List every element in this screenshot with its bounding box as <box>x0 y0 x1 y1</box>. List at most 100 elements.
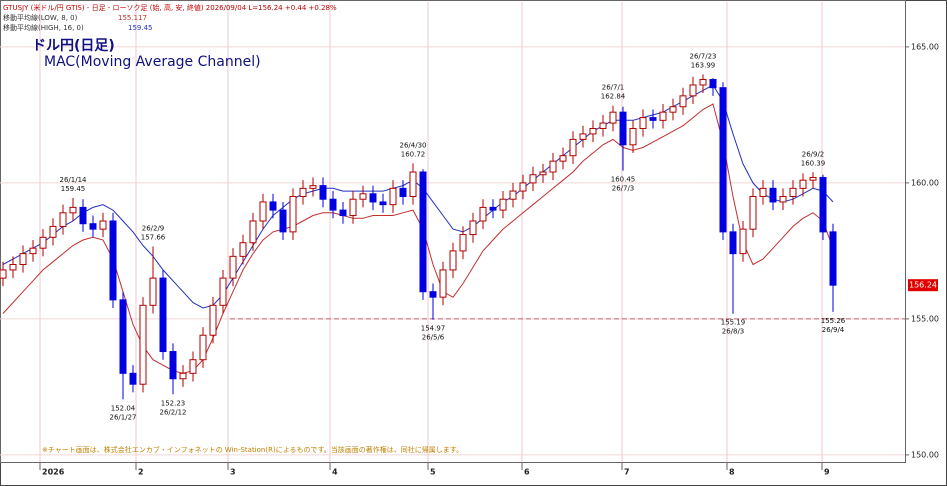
candle-body <box>219 277 227 306</box>
legend-value: 155.117 <box>118 14 147 22</box>
candle-body <box>269 201 277 211</box>
annotation-price: 160.39 <box>801 159 826 167</box>
candle-body <box>639 117 647 129</box>
annotation-date: 26/2/9 <box>142 225 165 233</box>
candle-body <box>229 255 237 279</box>
candle-body <box>169 351 177 380</box>
candle-body <box>109 220 117 301</box>
x-tick-label: 2 <box>138 468 144 477</box>
candle-body <box>579 133 587 140</box>
candle-body <box>529 174 537 184</box>
candle-body <box>599 122 607 129</box>
candle-body <box>69 206 77 214</box>
candle-body <box>769 187 777 203</box>
candle-body <box>659 111 667 121</box>
x-tick-label: 2026 <box>42 468 65 477</box>
candle-body <box>469 220 477 236</box>
header: GTUSJY (米ドル/円 GTIS) - 日足 - ローソク足 (始, 高, … <box>3 3 337 12</box>
annotation-date: 26/9/2 <box>802 150 825 158</box>
candle-body <box>449 250 457 271</box>
annotation-date: 26/8/3 <box>722 328 745 336</box>
candle-body <box>299 187 307 198</box>
candle-body <box>489 206 497 211</box>
candle-body <box>339 209 347 217</box>
y-tick-label: 150.00 <box>911 450 939 459</box>
candle-body <box>189 359 197 374</box>
annotation-date: 26/7/23 <box>690 52 717 60</box>
y-tick-label: 155.00 <box>911 314 939 323</box>
annotation-price: 162.84 <box>601 93 626 101</box>
annotation-date: 26/9/4 <box>822 326 845 334</box>
candle-body <box>419 171 427 293</box>
candle-body <box>649 117 657 121</box>
candle-body <box>809 176 817 181</box>
candle-body <box>709 79 717 89</box>
candle-body <box>759 187 767 198</box>
candle-body <box>609 111 617 124</box>
candle-body <box>289 196 297 233</box>
candle-body <box>89 223 97 230</box>
x-tick-label: 4 <box>332 468 338 477</box>
candle-body <box>539 171 547 176</box>
candle-body <box>799 179 807 189</box>
candle-body <box>739 228 747 255</box>
candle-body <box>729 231 737 255</box>
candle-body <box>679 95 687 108</box>
candle-body <box>139 304 147 385</box>
annotation-date: 26/7/1 <box>602 84 625 92</box>
candle-body <box>779 196 787 203</box>
candle-body <box>29 247 37 255</box>
annotation-price: 160.72 <box>401 150 426 158</box>
candle-body <box>329 198 337 211</box>
last-price-label: 156.24 <box>909 281 937 290</box>
candle-body <box>619 111 627 146</box>
candle-body <box>689 84 697 97</box>
candle-body <box>369 193 377 203</box>
candle-body <box>459 234 467 252</box>
candle-body <box>19 253 27 266</box>
candle-body <box>279 209 287 233</box>
candle-body <box>379 201 387 206</box>
legend-label: 移動平均線(HIGH, 16, 0) <box>3 23 84 32</box>
note: ※チャート画面は、株式会社エンカブ・インフォネットの Win-Station(R… <box>42 445 463 454</box>
candle-body <box>259 201 267 222</box>
annotation-date: 26/1/14 <box>60 176 88 184</box>
chart-title: ドル円(日足) <box>32 38 115 54</box>
legend-label: 移動平均線(LOW, 8, 0) <box>3 13 78 22</box>
x-tick-label: 7 <box>624 468 630 477</box>
candle-body <box>439 269 447 298</box>
candle-body <box>99 220 107 230</box>
candle-body <box>389 187 397 206</box>
candle-body <box>699 79 707 86</box>
candle-body <box>719 87 727 233</box>
candle-body <box>319 185 327 200</box>
annotation-price: 155.19 <box>721 319 746 327</box>
chart-subtitle: MAC(Moving Average Channel) <box>44 54 261 70</box>
candle-body <box>159 277 167 353</box>
annotation-date: 26/4/30 <box>400 141 427 149</box>
candle-body <box>399 187 407 198</box>
candle-body <box>499 198 507 211</box>
candle-body <box>79 206 87 225</box>
candle-body <box>359 193 367 200</box>
candle-body <box>309 185 317 189</box>
last-price-tag <box>908 279 938 292</box>
x-tick-label: 3 <box>230 468 236 477</box>
annotation-price: 152.23 <box>161 399 186 407</box>
x-tick-label: 8 <box>729 468 735 477</box>
y-tick-label: 165.00 <box>911 42 939 51</box>
candle-body <box>49 225 57 238</box>
annotation-date: 26/7/3 <box>612 185 635 193</box>
candle-body <box>129 372 137 385</box>
annotation-date: 26/2/12 <box>160 408 187 416</box>
annotation-price: 154.97 <box>421 325 446 333</box>
candle-body <box>0 269 7 279</box>
annotation-price: 155.26 <box>821 317 846 325</box>
candle-body <box>239 242 247 257</box>
annotation-price: 152.04 <box>111 404 136 412</box>
annotation-price: 159.45 <box>61 185 86 193</box>
annotation-date: 26/1/27 <box>110 413 137 421</box>
candle-body <box>409 171 417 198</box>
